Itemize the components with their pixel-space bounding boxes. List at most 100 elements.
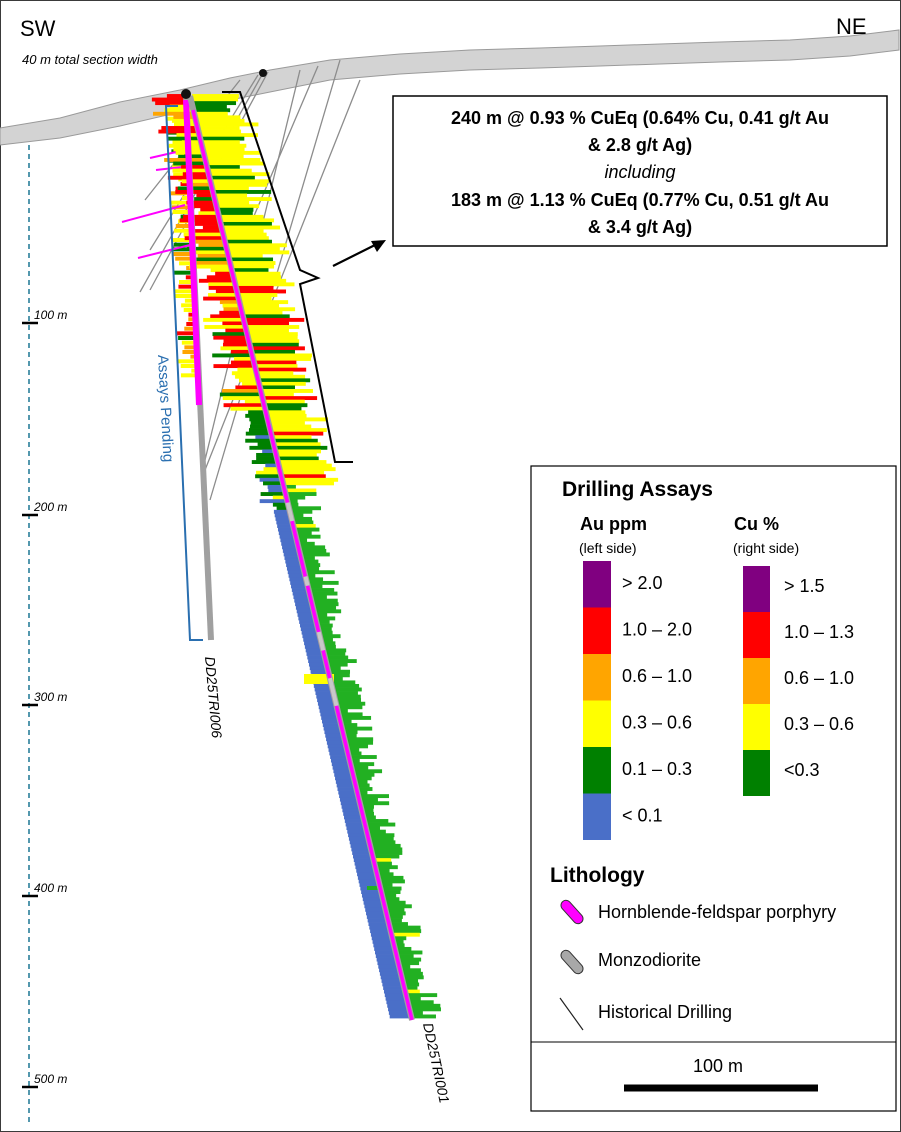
au-assay-bar bbox=[171, 205, 190, 210]
cu-legend-swatch bbox=[743, 658, 770, 704]
au-assay-bar bbox=[184, 236, 223, 241]
cu-assay-bar bbox=[240, 296, 272, 301]
cu-assay-bar bbox=[346, 737, 374, 742]
depth-tick-label: 500 m bbox=[34, 1072, 67, 1086]
cu-assay-bar bbox=[413, 1014, 436, 1019]
cu-assay-bar bbox=[269, 417, 328, 422]
cu-assay-bar bbox=[222, 221, 272, 226]
au-assay-bar bbox=[288, 573, 304, 578]
au-assay-bar bbox=[353, 858, 372, 863]
cu-assay-bar bbox=[265, 399, 305, 404]
au-assay-bar bbox=[222, 396, 261, 401]
cu-assay-bar bbox=[228, 246, 280, 251]
cu-assay-bar bbox=[308, 577, 324, 582]
au-assay-bar bbox=[348, 833, 366, 838]
cu-assay-bar bbox=[285, 484, 296, 489]
au-assay-bar bbox=[345, 822, 364, 827]
au-assay-bar bbox=[338, 790, 356, 795]
cu-assay-bar bbox=[217, 200, 250, 205]
au-assay-bar bbox=[176, 331, 196, 336]
au-assay-bar bbox=[374, 946, 393, 951]
cu-assay-bar bbox=[230, 253, 263, 258]
cu-assay-bar bbox=[392, 929, 422, 934]
cu-assay-bar bbox=[331, 673, 350, 678]
au-assay-bar bbox=[381, 978, 401, 983]
cu-assay-bar bbox=[396, 943, 405, 948]
au-assay-bar bbox=[219, 310, 241, 315]
au-assay-bar bbox=[175, 224, 191, 228]
cu-assay-bar bbox=[336, 694, 361, 699]
cu-assay-bar bbox=[402, 968, 421, 973]
au-assay-bar bbox=[186, 246, 225, 251]
au-assay-bar bbox=[230, 406, 264, 411]
cu-assay-bar bbox=[199, 126, 240, 130]
cu-legend-swatch bbox=[743, 750, 770, 796]
cu-assay-bar bbox=[390, 918, 402, 923]
cu-assay-bar bbox=[320, 627, 332, 632]
au-assay-bar bbox=[355, 865, 374, 870]
au-assay-bar bbox=[263, 467, 278, 472]
cu-assay-bar bbox=[273, 435, 312, 440]
au-assay-bar bbox=[153, 111, 193, 116]
cu-assay-bar bbox=[406, 986, 418, 990]
cu-assay-bar bbox=[324, 644, 336, 649]
intercept-arrow-line bbox=[332, 244, 376, 267]
au-assay-bar bbox=[182, 172, 207, 177]
au-assay-bar bbox=[323, 726, 340, 731]
au-assay-bar bbox=[179, 280, 194, 284]
cu-legend-label: 0.6 – 1.0 bbox=[784, 668, 854, 688]
au-assay-bar bbox=[359, 883, 378, 887]
cu-assay-bar bbox=[341, 715, 372, 720]
cu-assay-bar bbox=[355, 776, 372, 781]
au-assay-bar bbox=[339, 797, 358, 802]
cu-assay-bar bbox=[332, 676, 343, 681]
cu-assay-bar bbox=[234, 271, 281, 276]
cu-assay-bar bbox=[400, 961, 420, 966]
au-assay-bar bbox=[321, 715, 338, 720]
legend-title: Drilling Assays bbox=[562, 478, 713, 501]
historical-line-icon bbox=[559, 997, 584, 1031]
au-assay-bar bbox=[173, 252, 192, 256]
cu-assay-bar bbox=[396, 946, 412, 951]
cu-assay-bar bbox=[285, 481, 334, 486]
au-assay-bar bbox=[361, 893, 381, 898]
cu-assay-bar bbox=[305, 566, 320, 571]
au-assay-bar bbox=[173, 115, 194, 120]
cu-assay-bar bbox=[307, 573, 316, 578]
cu-assay-bar bbox=[242, 303, 280, 308]
topography-surface bbox=[0, 29, 900, 146]
au-assay-bar bbox=[322, 719, 339, 724]
au-assay-bar bbox=[276, 520, 291, 525]
cu-assay-bar bbox=[327, 659, 357, 664]
au-assay-bar bbox=[304, 644, 321, 649]
cu-assay-bar bbox=[200, 129, 242, 134]
cu-assay-bar bbox=[245, 317, 305, 322]
cu-assay-bar bbox=[350, 755, 377, 759]
au-assay-bar bbox=[197, 253, 227, 258]
au-assay-bar bbox=[249, 417, 266, 422]
cu-legend-swatch bbox=[743, 704, 770, 750]
cu-assay-bar bbox=[395, 939, 404, 944]
cu-assay-bar bbox=[367, 826, 380, 831]
au-assay-bar bbox=[184, 298, 195, 303]
cu-assay-bar bbox=[262, 385, 295, 390]
cu-assay-bar bbox=[366, 819, 389, 823]
au-assay-bar bbox=[368, 922, 387, 926]
cu-assay-bar bbox=[211, 175, 255, 180]
cu-assay-bar bbox=[203, 140, 240, 145]
au-assay-bar bbox=[244, 399, 262, 404]
au-assay-bar bbox=[234, 357, 252, 361]
cu-assay-bar bbox=[198, 122, 259, 127]
hole-a-label: DD25TRI006 bbox=[202, 656, 225, 739]
cu-assay-bar bbox=[275, 442, 321, 447]
cu-assay-bar bbox=[364, 811, 374, 816]
au-legend-label: < 0.1 bbox=[622, 806, 663, 826]
au-assay-bar bbox=[283, 552, 299, 557]
assays-pending-label: Assays Pending bbox=[154, 354, 177, 462]
cu-assay-bar bbox=[349, 751, 362, 756]
cu-assay-bar bbox=[377, 865, 398, 870]
au-assay-bar bbox=[336, 783, 354, 788]
cu-assay-bar bbox=[203, 143, 247, 148]
cu-assay-bar bbox=[220, 211, 253, 216]
au-assay-bar bbox=[289, 577, 305, 582]
